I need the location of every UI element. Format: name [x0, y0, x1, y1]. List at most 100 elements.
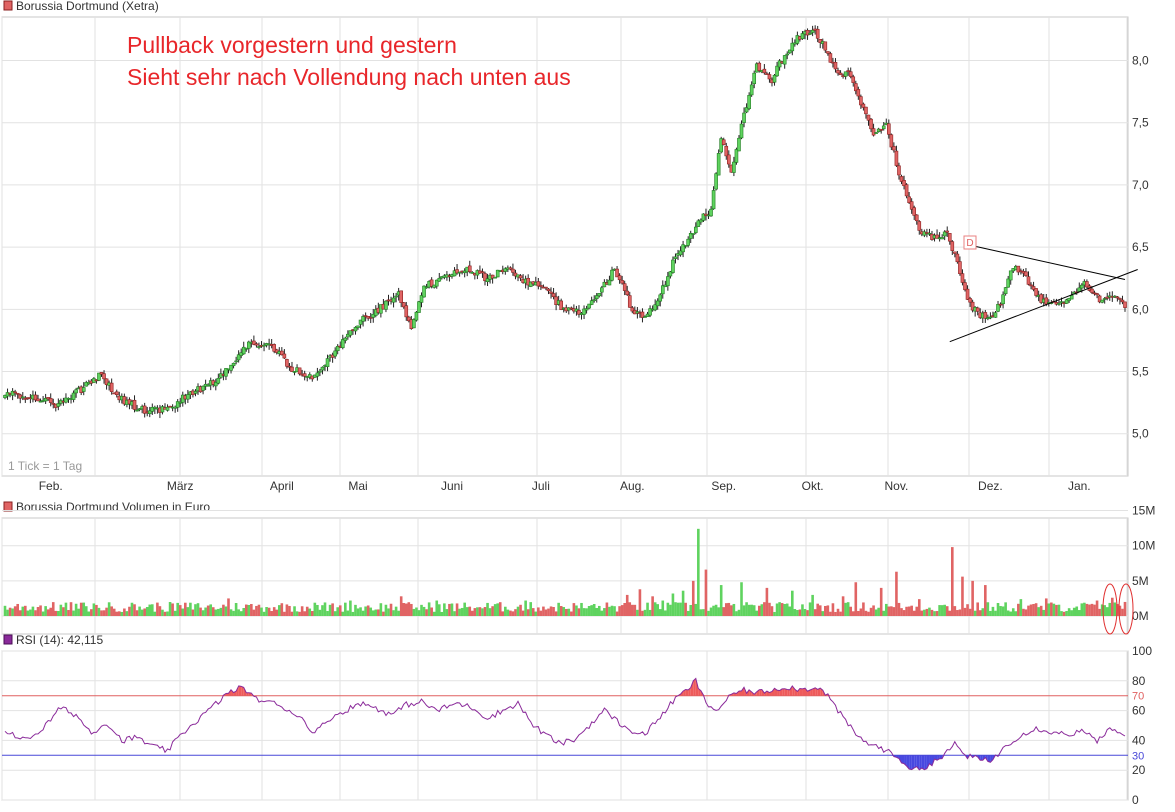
volume-bar [448, 603, 451, 616]
candle-body [236, 354, 241, 361]
candle-body [348, 330, 353, 336]
volume-bar [117, 611, 121, 616]
candle-body [848, 71, 853, 77]
volume-bar [730, 605, 733, 616]
volume-bar [237, 609, 240, 616]
volume-bar [773, 611, 776, 616]
volume-bar [826, 605, 830, 616]
candle-body [693, 226, 698, 233]
volume-bar [13, 606, 17, 616]
tick-note: 1 Tick = 1 Tag [8, 459, 82, 473]
volume-bar [691, 580, 695, 616]
candle-body [81, 387, 86, 392]
candle-body [917, 221, 922, 231]
volume-bar [851, 611, 855, 616]
volume-bar [184, 602, 187, 616]
candle-body [879, 129, 883, 131]
candle-body [719, 138, 723, 153]
candle-body [942, 231, 947, 237]
volume-bar [173, 610, 177, 616]
candle-body [912, 207, 917, 216]
volume-bar [67, 610, 70, 616]
candle-body [808, 32, 812, 35]
volume-bar [539, 610, 543, 616]
candle-body [368, 317, 373, 319]
volume-bar [684, 602, 687, 616]
candle-body [800, 33, 805, 40]
rsi-overbought-fill [817, 688, 821, 696]
candle-body [340, 339, 345, 349]
candle-body [503, 268, 508, 272]
volume-bar [714, 604, 718, 616]
candle-body [518, 275, 523, 279]
volume-bar [625, 594, 629, 616]
volume-bar [415, 607, 418, 616]
rsi-oversold-fill [906, 755, 910, 769]
volume-bar [923, 609, 926, 616]
rsi-oversold-fill [929, 755, 932, 766]
volume-bar [907, 606, 911, 616]
rsi-y-tick-label: 100 [1132, 644, 1152, 658]
candle-body [536, 281, 541, 287]
volume-bar [628, 602, 632, 616]
volume-bar [481, 608, 484, 616]
volume-bar [953, 606, 957, 616]
volume-bar [79, 602, 83, 616]
volume-bar [224, 606, 228, 616]
candle-body [51, 403, 56, 405]
volume-bar [31, 606, 35, 616]
candle-body [947, 233, 952, 242]
rsi-oversold-fill [904, 755, 907, 766]
candle-body [325, 358, 330, 367]
volume-bar [209, 604, 213, 616]
volume-bar [989, 610, 992, 616]
volume-bar [529, 602, 533, 616]
volume-bar [133, 604, 136, 616]
candle-body [1044, 297, 1049, 305]
volume-bar [290, 611, 294, 616]
candle-body [1123, 301, 1127, 308]
volume-bar [445, 609, 449, 616]
chart-marker: D [963, 235, 977, 250]
candle-body [953, 251, 957, 254]
volume-bar [473, 608, 477, 616]
volume-bar [1001, 606, 1005, 616]
volume-bar [1034, 603, 1038, 616]
volume-bar [1105, 607, 1109, 616]
volume-bar [661, 600, 665, 616]
volume-bar [727, 602, 731, 616]
volume-bar [570, 611, 573, 616]
candle-body [84, 382, 89, 387]
volume-bar [455, 603, 459, 616]
candle-body [1031, 286, 1036, 290]
candle-body [1059, 301, 1064, 303]
volume-bar [166, 611, 169, 616]
candle-body [818, 39, 823, 43]
candle-body [455, 269, 459, 274]
volume-bar [887, 606, 891, 616]
candle-body [625, 290, 630, 295]
candle-body [206, 384, 210, 387]
candle-body [889, 134, 894, 148]
volume-bar [547, 608, 550, 616]
volume-bar [125, 611, 129, 616]
volume-bar [534, 611, 538, 616]
rsi-overbought-fill [738, 690, 742, 696]
candle-body [737, 137, 741, 152]
volume-bar [1060, 611, 1063, 616]
candle-body [805, 30, 810, 36]
volume-bar [562, 607, 566, 616]
candle-body [826, 51, 830, 54]
volume-bar [597, 605, 601, 616]
volume-bar [757, 605, 761, 616]
volume-bar [201, 610, 205, 616]
volume-bar [204, 607, 207, 616]
volume-bar [440, 611, 444, 616]
rsi-y-axis: 0 20 40 60 80 100 70 30 [1132, 644, 1152, 807]
volume-bar [760, 604, 764, 616]
rsi-plot-frame [1, 650, 1129, 801]
volume-bar [917, 599, 921, 616]
candle-body [617, 275, 622, 281]
price-y-tick-label: 5,0 [1132, 427, 1149, 441]
candle-body [856, 89, 861, 97]
